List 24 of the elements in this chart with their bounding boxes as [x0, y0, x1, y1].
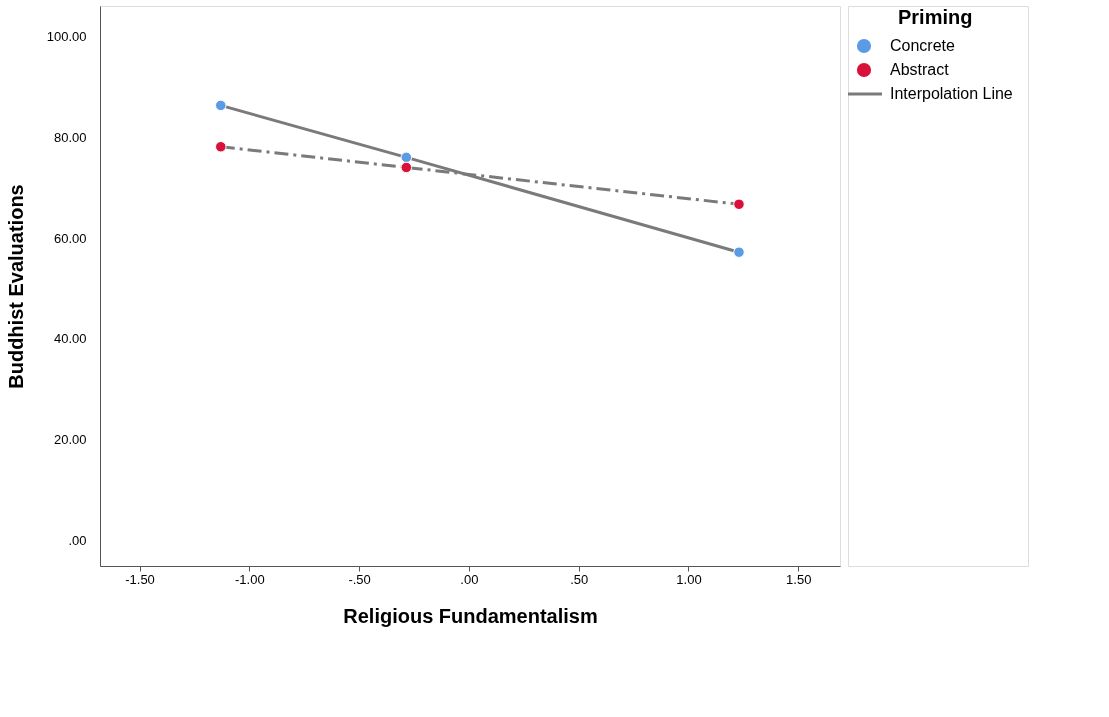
y-tick-label: 100.00 — [46, 28, 87, 44]
x-tick-label: .00 — [460, 571, 479, 587]
y-tick-label: 60.00 — [53, 230, 87, 246]
y-tick-label: .00 — [68, 533, 87, 549]
x-tick-label: 1.50 — [786, 571, 812, 587]
x-tick-label: .50 — [570, 571, 589, 587]
y-tick-label: 40.00 — [53, 331, 87, 347]
legend-label: Abstract — [890, 61, 950, 78]
x-tick-label: -1.00 — [235, 571, 265, 587]
legend-label: Concrete — [890, 37, 956, 54]
point — [215, 99, 227, 112]
y-axis-title: Buddhist Evaluations — [4, 184, 27, 389]
point — [215, 141, 227, 153]
y-tick-label: 80.00 — [53, 129, 87, 145]
y-tick-label: 20.00 — [53, 432, 87, 448]
x-tick-label: -1.50 — [125, 571, 155, 587]
x-axis-title: Religious Fundamentalism — [343, 604, 598, 627]
legend-title: Priming — [898, 6, 973, 28]
legend-label: Interpolation Line — [890, 85, 1013, 102]
point — [400, 161, 413, 174]
x-tick-label: 1.00 — [676, 571, 702, 587]
point — [733, 198, 745, 210]
point — [733, 246, 745, 258]
x-tick-label: -.50 — [348, 571, 371, 587]
